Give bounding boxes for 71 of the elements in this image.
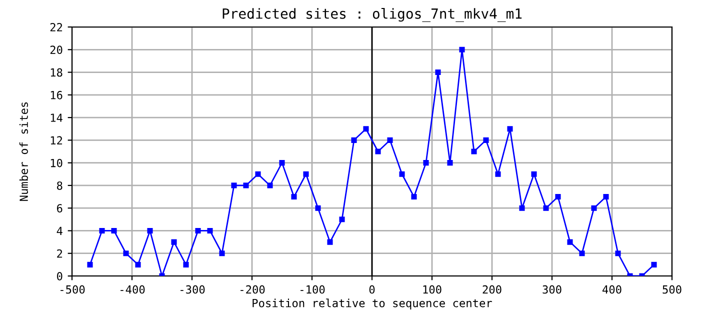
point <box>495 171 501 177</box>
x-tick-label: 500 <box>662 285 682 294</box>
point <box>267 182 273 188</box>
y-tick-label: 8 <box>56 181 62 190</box>
point <box>399 171 405 177</box>
y-tick-label: 16 <box>50 90 62 100</box>
x-tick-label: -200 <box>240 285 265 294</box>
point <box>447 160 453 166</box>
point <box>339 216 345 222</box>
point <box>555 194 561 200</box>
point <box>99 228 105 234</box>
point <box>519 205 525 211</box>
point <box>603 194 609 200</box>
point <box>459 46 465 52</box>
point <box>303 171 309 177</box>
x-tick-label: -300 <box>180 285 205 294</box>
point <box>111 228 117 234</box>
x-tick-label: 400 <box>602 285 622 294</box>
x-tick-label: -400 <box>120 285 145 294</box>
point <box>483 137 489 143</box>
point <box>435 69 441 76</box>
x-tick-label: 100 <box>423 285 442 294</box>
point <box>87 262 93 268</box>
point <box>255 171 261 177</box>
y-tick-label: 0 <box>57 272 62 280</box>
y-tick-label: 2 <box>57 249 62 258</box>
point <box>291 194 297 200</box>
point <box>507 126 513 132</box>
point <box>279 160 285 166</box>
point <box>351 137 357 143</box>
point <box>135 262 141 268</box>
y-tick-label: 4 <box>56 226 62 235</box>
point <box>579 250 585 256</box>
x-tick-label: 0 <box>369 285 375 294</box>
x-tick-label: -500 <box>60 285 85 294</box>
y-tick-label: 10 <box>50 158 62 168</box>
point <box>243 182 249 188</box>
point <box>195 228 201 234</box>
point <box>423 160 429 166</box>
point <box>219 250 225 256</box>
point <box>315 205 321 211</box>
x-tick-label: 300 <box>542 285 562 294</box>
point <box>231 182 237 188</box>
point <box>327 239 333 245</box>
y-tick-label: 12 <box>50 136 62 144</box>
point <box>171 239 177 245</box>
point <box>591 205 597 211</box>
point <box>183 262 189 268</box>
point <box>411 194 417 200</box>
point <box>147 228 153 234</box>
y-tick-label: 6 <box>57 204 62 212</box>
point <box>531 171 537 177</box>
y-tick-label: 20 <box>50 46 62 54</box>
y-tick-label: 22 <box>50 23 62 32</box>
point <box>567 239 573 245</box>
point <box>471 148 477 154</box>
x-tick-label: -100 <box>300 285 325 294</box>
point <box>363 126 369 132</box>
y-axis-title: Number of sites <box>19 102 28 201</box>
point <box>375 148 381 154</box>
y-tick-label: 18 <box>50 68 62 77</box>
point <box>543 205 549 211</box>
point <box>123 250 129 256</box>
point <box>207 228 213 234</box>
point <box>615 250 621 256</box>
x-tick-label: 200 <box>482 285 502 294</box>
chart-title: Predicted sites : oligos_7nt_mkv4_m1 <box>222 8 522 22</box>
point <box>651 262 657 268</box>
y-tick-label: 14 <box>50 114 62 122</box>
point <box>387 137 393 143</box>
x-axis-title: Position relative to sequence center <box>252 298 492 310</box>
